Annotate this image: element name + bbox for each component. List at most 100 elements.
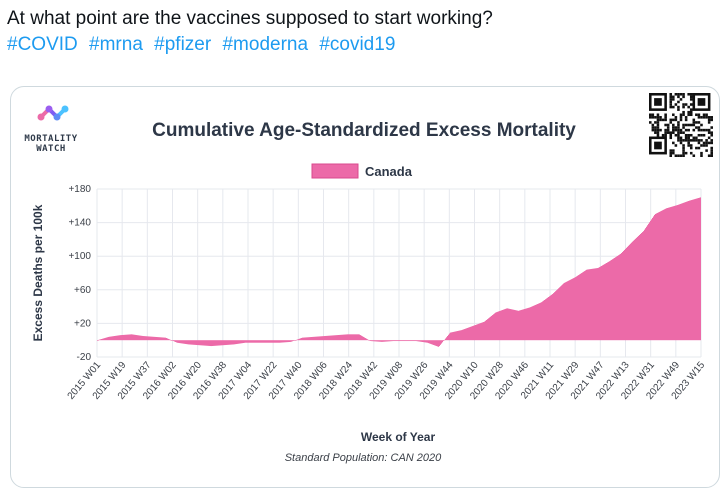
area-bar — [544, 299, 545, 341]
area-bar — [548, 297, 549, 341]
area-bar — [302, 337, 303, 341]
area-bar — [506, 308, 507, 341]
area-bar — [115, 335, 116, 341]
hashtag-mrna[interactable]: #mrna — [89, 34, 143, 55]
area-bar — [660, 211, 661, 341]
area-bar — [622, 251, 623, 341]
area-bar — [648, 223, 649, 341]
area-bar — [495, 312, 496, 341]
area-bar — [453, 331, 454, 341]
media-card[interactable]: MORTALITY WATCH Cumulative Age-Standardi… — [10, 86, 720, 488]
area-bar — [687, 201, 688, 341]
area-bar — [685, 202, 686, 341]
area-bar — [194, 340, 195, 345]
area-bar — [661, 210, 662, 341]
area-bar — [629, 244, 630, 341]
x-axis-label: Week of Year — [361, 430, 436, 444]
area-bar — [344, 334, 345, 341]
area-bar — [195, 340, 196, 345]
area-bar — [599, 267, 600, 341]
area-bar — [592, 268, 593, 341]
area-bar — [535, 304, 536, 341]
area-bar — [641, 233, 642, 341]
area-bar — [440, 340, 441, 345]
area-bar — [657, 212, 658, 341]
area-bar — [511, 309, 512, 341]
area-bar — [487, 319, 488, 341]
area-bar — [658, 212, 659, 341]
area-bar — [280, 340, 281, 343]
area-bar — [363, 336, 364, 341]
area-bar — [221, 340, 222, 346]
area-bar — [631, 242, 632, 341]
hashtag-covid[interactable]: #COVID — [7, 34, 78, 55]
area-bar — [141, 335, 142, 341]
area-bar — [518, 310, 519, 341]
area-bar — [408, 340, 409, 342]
area-bar — [637, 236, 638, 341]
area-bar — [652, 217, 653, 341]
area-bar — [166, 338, 167, 341]
area-bar — [472, 326, 473, 341]
area-bar — [443, 340, 444, 342]
area-bar — [482, 322, 483, 341]
area-bar — [326, 335, 327, 341]
area-bar — [424, 340, 425, 343]
area-bar — [253, 340, 254, 343]
area-bar — [659, 211, 660, 341]
area-bar — [468, 327, 469, 341]
area-bar — [445, 338, 446, 341]
area-bar — [219, 340, 220, 346]
hashtag-pfizer[interactable]: #pfizer — [154, 34, 212, 55]
area-bar — [176, 340, 177, 343]
area-bar — [403, 340, 404, 342]
area-bar — [449, 333, 450, 341]
area-bar — [256, 340, 257, 343]
area-bar — [401, 340, 402, 342]
area-bar — [502, 309, 503, 341]
area-bar — [205, 340, 206, 346]
hashtag-covid19[interactable]: #covid19 — [319, 34, 396, 55]
area-bar — [208, 340, 209, 346]
area-bar — [558, 288, 559, 341]
area-bar — [393, 340, 394, 342]
y-axis-ticks: -20 +20 +60 +100 +140 +180 — [68, 184, 91, 363]
area-bar — [243, 340, 244, 344]
legend-label-canada[interactable]: Canada — [365, 164, 413, 179]
area-bar — [433, 340, 434, 345]
area-bar — [358, 334, 359, 341]
area-bar — [503, 309, 504, 341]
area-bar — [360, 335, 361, 341]
area-bar — [649, 222, 650, 341]
area-bar — [575, 277, 576, 341]
area-bar — [312, 336, 313, 341]
area-bar — [100, 339, 101, 341]
area-bar — [480, 323, 481, 341]
area-bar — [101, 339, 102, 341]
area-bar — [341, 334, 342, 341]
area-bar — [251, 340, 252, 343]
area-bar — [618, 255, 619, 341]
area-bar — [123, 334, 124, 341]
area-bar — [378, 340, 379, 342]
hashtag-moderna[interactable]: #moderna — [222, 34, 309, 55]
area-bar — [452, 332, 453, 341]
area-bar — [581, 273, 582, 341]
area-bar — [594, 268, 595, 341]
area-bar — [640, 233, 641, 341]
area-bar — [617, 255, 618, 341]
area-bar — [310, 337, 311, 341]
area-bar — [110, 336, 111, 341]
logo-line1: MORTALITY — [24, 134, 78, 144]
area-bar — [534, 305, 535, 341]
area-bar — [653, 216, 654, 341]
area-bar — [196, 340, 197, 345]
area-bar — [663, 209, 664, 341]
area-bar — [642, 232, 643, 341]
area-bar — [368, 339, 369, 341]
area-bar — [193, 340, 194, 345]
area-bar — [390, 340, 391, 342]
area-bar — [611, 259, 612, 341]
area-bar — [270, 340, 271, 343]
area-bar — [333, 335, 334, 341]
